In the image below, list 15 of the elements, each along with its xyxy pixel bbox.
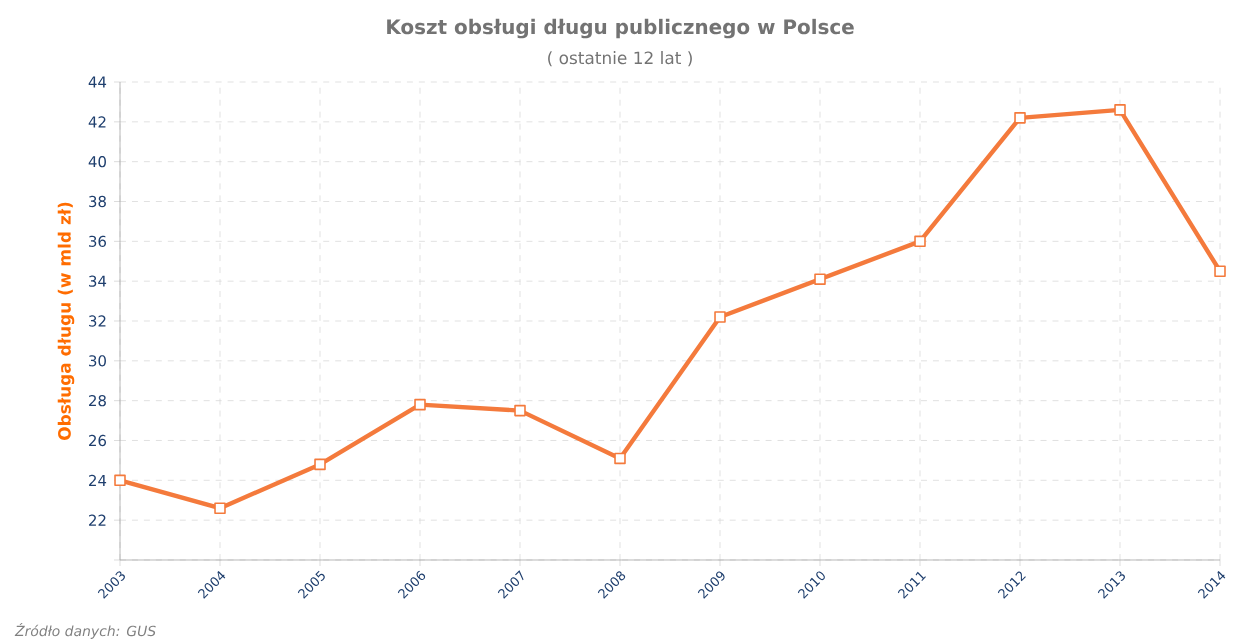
- point: [214, 502, 226, 514]
- chart-subtitle: ( ostatnie 12 lat ): [548, 51, 692, 67]
- point: [1214, 265, 1226, 277]
- point: [314, 458, 326, 471]
- point: [414, 398, 426, 411]
- y-axis-title: Obsługa długu (w mld zł): [57, 202, 75, 440]
- point: [1114, 104, 1126, 116]
- point: [1014, 112, 1026, 124]
- point: [714, 311, 726, 323]
- point: [914, 235, 926, 248]
- point: [614, 452, 626, 465]
- chart-title: Koszt obsługi długu publicznego w Polsce: [387, 18, 854, 39]
- point: [114, 474, 126, 487]
- point: [814, 273, 826, 285]
- point: [514, 404, 526, 417]
